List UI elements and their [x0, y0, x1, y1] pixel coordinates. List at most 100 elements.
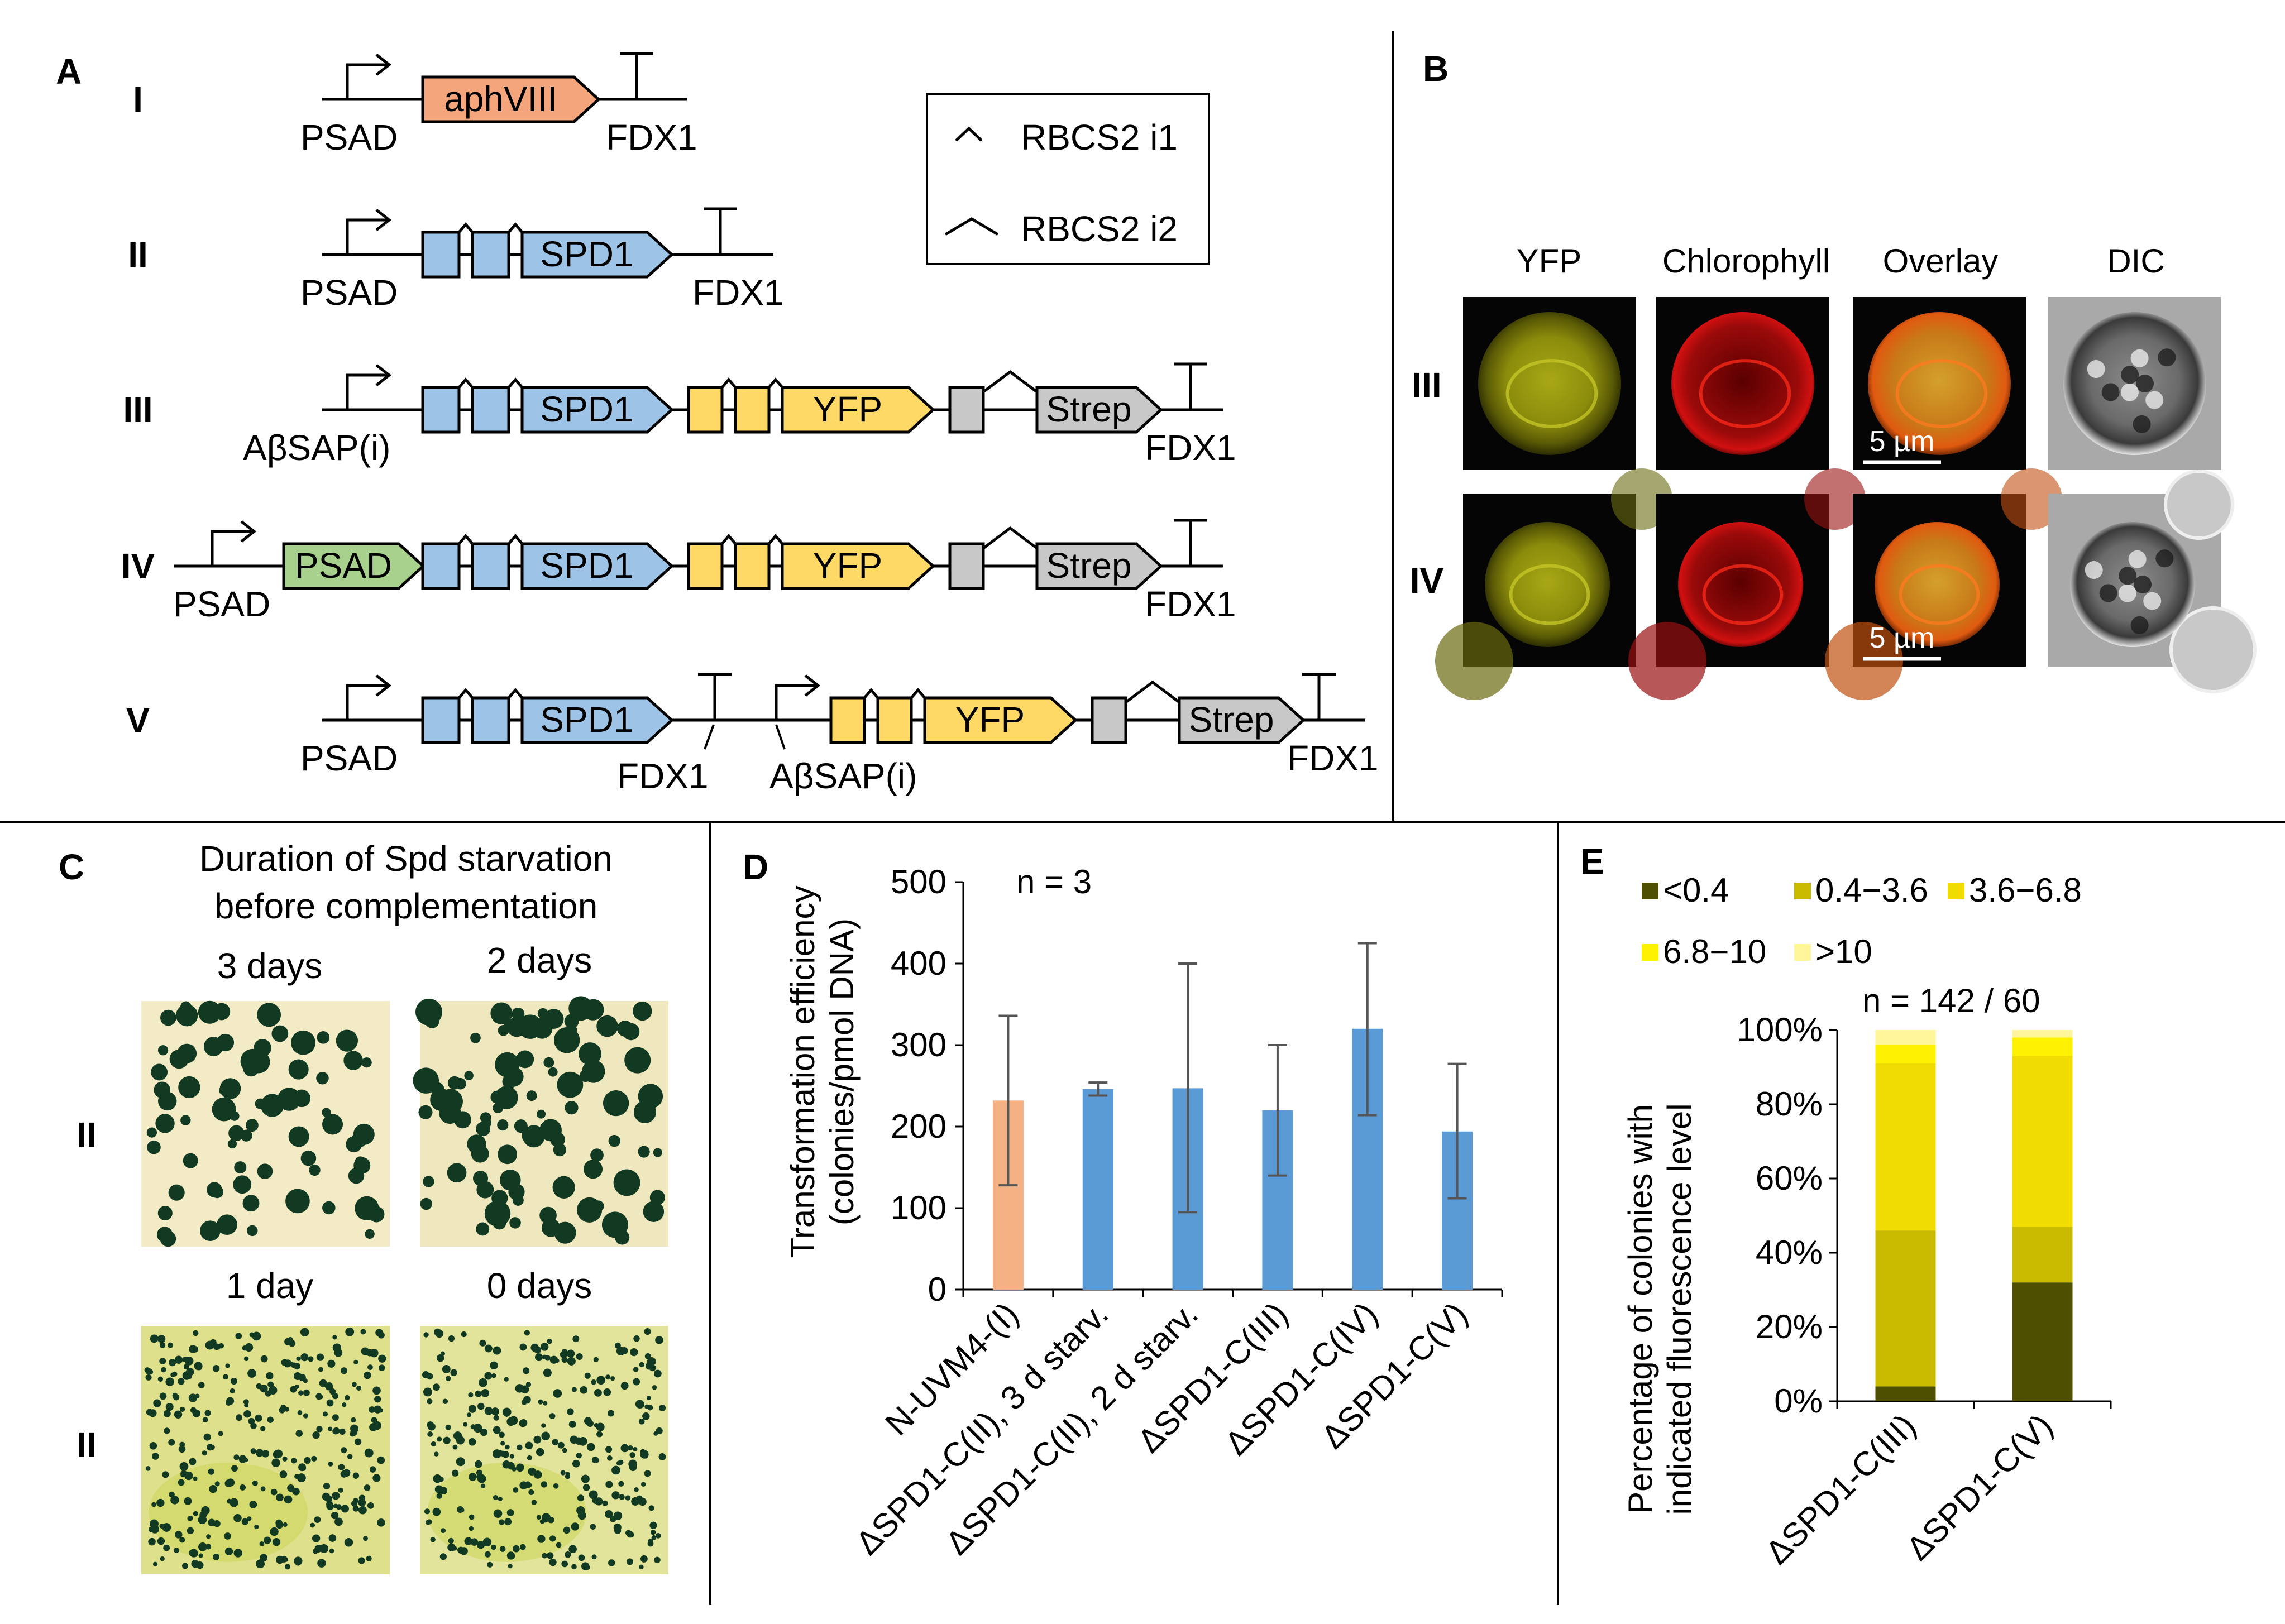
- colony-dot: [616, 1460, 622, 1466]
- colony-dot: [331, 1511, 339, 1520]
- colony-dot: [513, 1545, 520, 1553]
- colony-dot: [202, 1450, 207, 1456]
- colony-dot: [422, 1371, 429, 1378]
- colony-dot: [636, 1495, 643, 1502]
- colony-dot: [567, 1408, 574, 1415]
- colony-dot: [475, 1390, 482, 1397]
- exon-block: [948, 542, 985, 590]
- promoter2-label: AβSAP(i): [769, 756, 917, 796]
- colony-dot: [528, 1467, 536, 1476]
- colony-dot: [537, 1109, 546, 1119]
- colony-dot: [174, 1355, 183, 1364]
- colony-dot: [233, 1513, 242, 1522]
- d-y-tick-label: 400: [891, 945, 946, 982]
- colony-dot: [361, 1347, 369, 1355]
- colony-dot: [593, 1357, 599, 1363]
- colony-dot: [270, 1488, 278, 1496]
- colony-dot: [364, 1371, 371, 1379]
- colony-dot: [493, 1346, 501, 1355]
- colony-dot: [174, 1548, 179, 1553]
- colony-dot: [227, 1139, 237, 1149]
- colony-dot: [152, 1561, 158, 1566]
- intron1-symbol: [721, 377, 737, 389]
- plate-row-label-top: II: [77, 1115, 97, 1155]
- colony-dot: [193, 1476, 198, 1481]
- d-y-tick-label: 0: [928, 1271, 946, 1308]
- intron1-symbol: [721, 534, 737, 545]
- strep-arrow-block: [1035, 386, 1163, 434]
- construct-roman-label: III: [123, 390, 152, 430]
- colony-dot: [571, 1564, 577, 1570]
- colony-dot: [213, 1553, 220, 1560]
- colony-dot: [553, 1027, 580, 1053]
- exon-block: [471, 542, 510, 590]
- colony-dot: [338, 1487, 343, 1493]
- colony-dot: [633, 1446, 638, 1452]
- colony-dot: [493, 1426, 501, 1434]
- colony-dot: [484, 1406, 493, 1415]
- colony-dot: [549, 1558, 557, 1566]
- dic-granule: [2143, 592, 2162, 610]
- colony-dot: [273, 1450, 281, 1459]
- colony-dot: [352, 1505, 359, 1512]
- colony-dot: [447, 1163, 467, 1183]
- colony-dot: [466, 1412, 472, 1417]
- colony-dot: [523, 1367, 530, 1374]
- colony-dot: [596, 1431, 603, 1438]
- colony-dot: [655, 1336, 663, 1344]
- colony-dot: [473, 1424, 482, 1433]
- colony-dot: [170, 1496, 179, 1505]
- colony-dot: [329, 1548, 334, 1554]
- legend-intron2-label: RBCS2 i2: [1021, 209, 1178, 249]
- colony-dot: [506, 1551, 515, 1560]
- promoter-label: AβSAP(i): [243, 428, 390, 468]
- exon-block: [421, 231, 461, 279]
- colony-dot: [328, 1534, 337, 1542]
- colony-dot: [243, 1060, 260, 1077]
- colony-dot: [374, 1405, 382, 1414]
- colony-dot: [619, 1494, 625, 1500]
- colony-dot: [156, 1227, 173, 1243]
- colony-dot: [436, 1493, 443, 1499]
- intron1-symbol: [863, 688, 879, 699]
- colony-dot: [164, 1427, 170, 1434]
- colony-dot: [325, 1495, 333, 1503]
- colony-dot: [323, 1482, 331, 1490]
- colony-dot: [497, 1119, 509, 1131]
- colony-dot: [605, 1374, 611, 1380]
- colony-dot: [364, 1484, 371, 1491]
- colony-dot: [317, 1031, 330, 1044]
- colony-dot: [625, 1530, 632, 1536]
- colony-dot: [556, 1542, 562, 1548]
- colony-dot: [147, 1140, 161, 1154]
- colony-dot: [579, 1070, 592, 1082]
- colony-dot: [198, 1515, 207, 1525]
- colony-dot: [255, 1449, 264, 1457]
- intron1-symbol: [768, 377, 783, 389]
- colony-dot: [256, 1383, 262, 1390]
- colony-dot: [280, 1555, 288, 1563]
- colony-dot: [332, 1414, 339, 1421]
- colony-dot: [149, 1442, 157, 1450]
- colony-dot: [372, 1386, 381, 1395]
- colony-dot: [249, 1332, 255, 1338]
- colony-dot: [528, 1489, 534, 1496]
- panel-dividers: [0, 31, 2285, 1605]
- yfp-label: YFP: [813, 389, 882, 429]
- colony-dot: [532, 1018, 553, 1039]
- colony-dot: [332, 1492, 340, 1500]
- colony-dot: [640, 1482, 646, 1487]
- colony-dot: [610, 1516, 616, 1522]
- colony-dot: [589, 1490, 598, 1500]
- colony-dot: [499, 1519, 505, 1525]
- colony-dot: [304, 1457, 311, 1464]
- colony-dot: [329, 1388, 336, 1395]
- plate-label-3-days: 3 days: [217, 946, 323, 986]
- colony-dot: [506, 1509, 514, 1516]
- colony-dot: [234, 1161, 247, 1174]
- colony-dot: [644, 1404, 649, 1409]
- cell-body: [1868, 312, 2011, 455]
- terminator-icon: [1174, 519, 1207, 566]
- colony-dot: [602, 1500, 608, 1506]
- colony-dot: [324, 1382, 333, 1391]
